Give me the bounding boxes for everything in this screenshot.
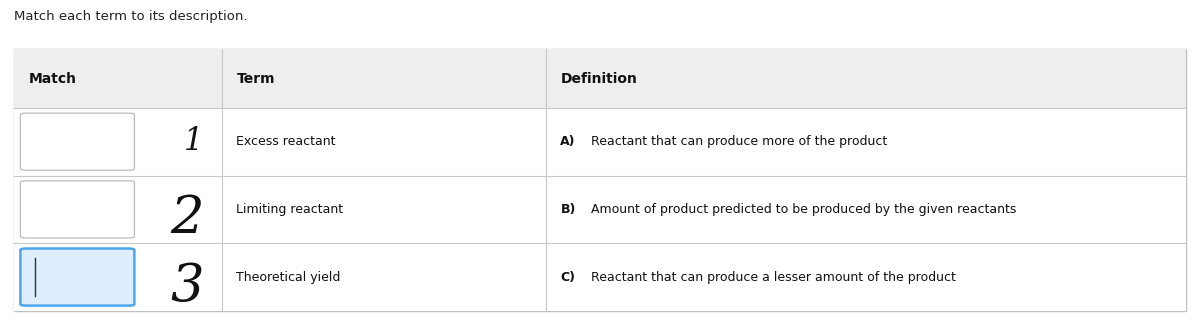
Text: A): A) [560,135,576,148]
FancyBboxPatch shape [20,113,134,170]
Text: Reactant that can produce more of the product: Reactant that can produce more of the pr… [587,135,887,148]
Text: Theoretical yield: Theoretical yield [236,271,341,284]
Text: Amount of product predicted to be produced by the given reactants: Amount of product predicted to be produc… [587,203,1016,216]
Text: B): B) [560,203,576,216]
FancyBboxPatch shape [14,108,1186,175]
Text: Match each term to its description.: Match each term to its description. [14,10,248,23]
Text: Match: Match [29,71,77,85]
FancyBboxPatch shape [14,49,1186,108]
Text: 3: 3 [170,261,204,312]
FancyBboxPatch shape [14,243,1186,311]
FancyBboxPatch shape [20,181,134,238]
FancyBboxPatch shape [20,249,134,306]
FancyBboxPatch shape [14,175,1186,243]
Text: Reactant that can produce a lesser amount of the product: Reactant that can produce a lesser amoun… [587,271,955,284]
Text: 2: 2 [170,193,204,244]
Text: Term: Term [236,71,275,85]
Text: 1: 1 [184,126,203,157]
Text: C): C) [560,271,576,284]
Text: Excess reactant: Excess reactant [236,135,336,148]
FancyBboxPatch shape [14,49,1186,311]
Text: Limiting reactant: Limiting reactant [236,203,343,216]
Text: Definition: Definition [560,71,637,85]
